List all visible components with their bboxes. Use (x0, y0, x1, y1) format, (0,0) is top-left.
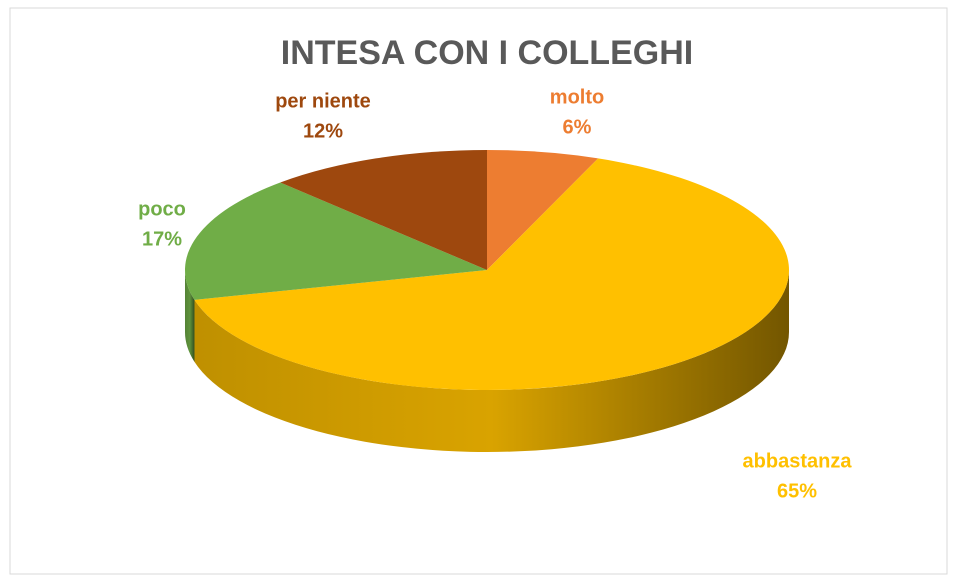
data-label-value: 17% (142, 228, 182, 250)
data-label-name: molto (550, 86, 604, 108)
data-labels: molto 6% abbastanza 65% poco 17% per niente 12% (138, 86, 852, 502)
data-label-name: per niente (275, 90, 371, 112)
data-label-value: 12% (303, 120, 343, 142)
pie-slice-side (185, 270, 195, 362)
pie-slice (185, 182, 487, 300)
pie-slice-side (194, 270, 789, 452)
chart-title: INTESA CON I COLLEGHI (281, 34, 693, 72)
pie-sides (185, 270, 789, 452)
data-label-name: abbastanza (743, 450, 853, 472)
data-label-value: 6% (563, 116, 592, 138)
pie-slice (194, 158, 789, 390)
pie-slice (280, 150, 487, 270)
data-label-value: 65% (777, 480, 817, 502)
pie-slice (487, 150, 599, 270)
pie-tops (185, 150, 789, 390)
data-label-name: poco (138, 198, 186, 220)
